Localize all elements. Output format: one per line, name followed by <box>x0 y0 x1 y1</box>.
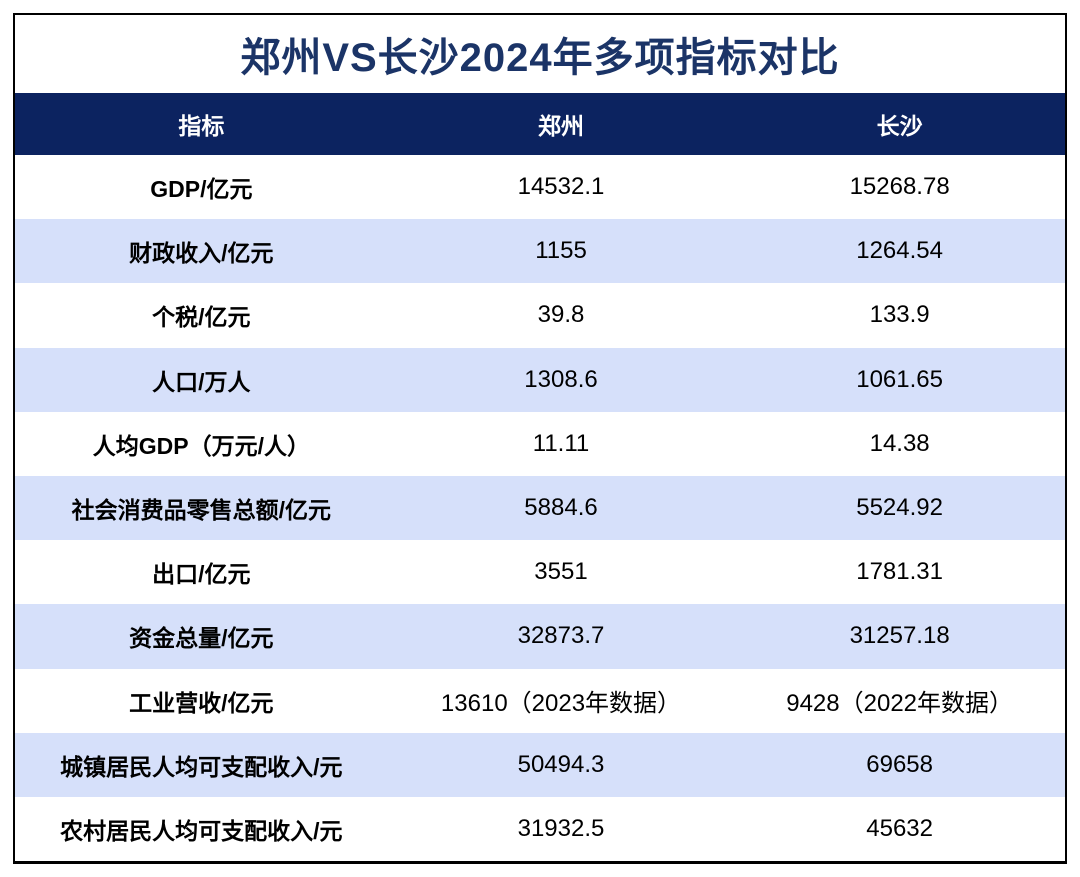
zhengzhou-value: 50494.3 <box>517 750 605 778</box>
table-body: GDP/亿元 14532.1 15268.78 财政收入/亿元 1155 126… <box>15 155 1065 862</box>
changsha-value: 133.9 <box>869 301 930 329</box>
row-label: 人均GDP（万元/人） <box>92 432 310 459</box>
comparison-table: 郑州VS长沙2024年多项指标对比 指标 郑州 长沙 GDP/亿元 14532.… <box>13 13 1067 864</box>
changsha-value: 69658 <box>866 750 933 778</box>
changsha-value: 5524.92 <box>856 494 943 522</box>
table-row: 出口/亿元 3551 1781.31 <box>15 540 1065 605</box>
changsha-value: 9428（2022年数据） <box>786 690 1014 718</box>
row-label: 人口/万人 <box>152 368 251 395</box>
zhengzhou-value: 3551 <box>534 558 588 586</box>
header-indicator: 指标 <box>178 113 225 139</box>
changsha-value: 1264.54 <box>856 237 943 265</box>
zhengzhou-value: 1308.6 <box>524 365 598 393</box>
table-row: 资金总量/亿元 32873.7 31257.18 <box>15 604 1065 669</box>
table-row: 农村居民人均可支配收入/元 31932.5 45632 <box>15 796 1065 862</box>
table-row: 财政收入/亿元 1155 1264.54 <box>15 219 1065 284</box>
row-label: 工业营收/亿元 <box>129 689 274 716</box>
changsha-value: 1061.65 <box>856 365 943 393</box>
table-row: 工业营收/亿元 13610（2023年数据） 9428（2022年数据） <box>15 668 1065 733</box>
changsha-value: 31257.18 <box>849 622 950 650</box>
row-label: 个税/亿元 <box>152 304 251 331</box>
changsha-value: 14.38 <box>869 429 930 457</box>
table-header-row: 指标 郑州 长沙 <box>15 93 1065 155</box>
changsha-value: 45632 <box>866 814 933 842</box>
zhengzhou-value: 1155 <box>535 237 587 265</box>
row-label: 出口/亿元 <box>152 561 251 588</box>
zhengzhou-value: 39.8 <box>537 301 585 329</box>
row-label: 城镇居民人均可支配收入/元 <box>60 753 343 780</box>
table-row: GDP/亿元 14532.1 15268.78 <box>15 155 1065 220</box>
table-row: 城镇居民人均可支配收入/元 50494.3 69658 <box>15 732 1065 797</box>
zhengzhou-value: 11.11 <box>532 429 590 457</box>
row-label: 财政收入/亿元 <box>129 240 274 267</box>
table-row: 人口/万人 1308.6 1061.65 <box>15 347 1065 412</box>
zhengzhou-value: 13610（2023年数据） <box>440 690 682 718</box>
changsha-value: 15268.78 <box>849 173 950 201</box>
zhengzhou-value: 32873.7 <box>517 622 605 650</box>
page-title: 郑州VS长沙2024年多项指标对比 <box>240 36 840 80</box>
row-label: 资金总量/亿元 <box>129 625 274 652</box>
row-label: 农村居民人均可支配收入/元 <box>60 817 343 844</box>
row-label: GDP/亿元 <box>150 176 253 203</box>
table-row: 社会消费品零售总额/亿元 5884.6 5524.92 <box>15 475 1065 541</box>
header-zhengzhou: 郑州 <box>538 113 584 139</box>
table-row: 人均GDP（万元/人） 11.11 14.38 <box>15 411 1065 476</box>
zhengzhou-value: 31932.5 <box>517 814 605 842</box>
row-label: 社会消费品零售总额/亿元 <box>71 497 332 524</box>
zhengzhou-value: 5884.6 <box>524 494 598 522</box>
changsha-value: 1781.31 <box>856 558 943 586</box>
zhengzhou-value: 14532.1 <box>517 173 605 201</box>
header-changsha: 长沙 <box>876 113 923 139</box>
table-row: 个税/亿元 39.8 133.9 <box>15 283 1065 348</box>
